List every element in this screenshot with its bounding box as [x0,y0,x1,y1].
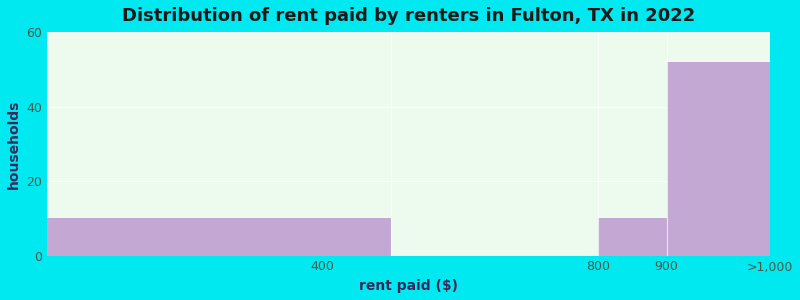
Title: Distribution of rent paid by renters in Fulton, TX in 2022: Distribution of rent paid by renters in … [122,7,695,25]
X-axis label: rent paid ($): rent paid ($) [359,279,458,293]
Bar [666,62,770,256]
Bar [47,218,391,256]
Bar [598,218,666,256]
Y-axis label: households: households [7,99,21,188]
